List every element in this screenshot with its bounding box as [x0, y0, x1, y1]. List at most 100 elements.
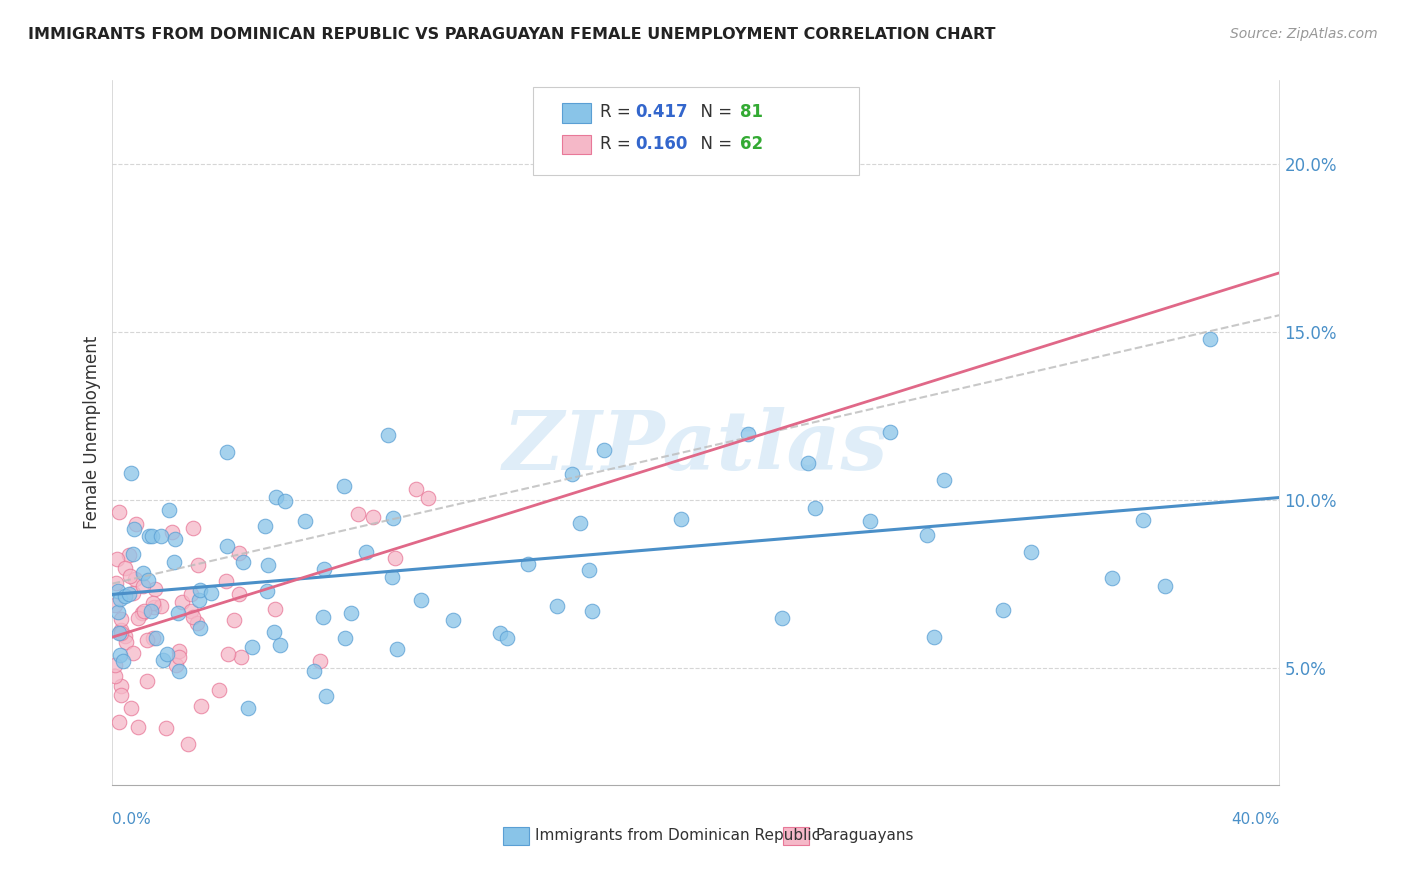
- Point: [232, 555, 254, 569]
- Point: [118, 549, 141, 563]
- Point: [120, 569, 142, 583]
- Point: [149, 529, 172, 543]
- Point: [107, 505, 129, 519]
- Point: [145, 631, 167, 645]
- Point: [122, 646, 145, 660]
- Point: [858, 514, 880, 528]
- Point: [1019, 545, 1042, 559]
- Point: [254, 519, 277, 533]
- Point: [569, 516, 592, 530]
- Point: [131, 578, 153, 592]
- Point: [737, 427, 759, 442]
- Point: [217, 647, 239, 661]
- FancyBboxPatch shape: [562, 103, 591, 122]
- Text: 0.0%: 0.0%: [112, 812, 152, 827]
- Point: [136, 632, 159, 647]
- Point: [177, 737, 200, 751]
- Point: [797, 456, 820, 470]
- Point: [120, 700, 142, 714]
- Point: [229, 649, 252, 664]
- Text: Immigrants from Dominican Republic: Immigrants from Dominican Republic: [534, 828, 820, 843]
- Point: [120, 466, 142, 480]
- Text: IMMIGRANTS FROM DOMINICAN REPUBLIC VS PARAGUAYAN FEMALE UNEMPLOYMENT CORRELATION: IMMIGRANTS FROM DOMINICAN REPUBLIC VS PA…: [28, 27, 995, 42]
- Point: [385, 641, 408, 656]
- Point: [136, 674, 159, 689]
- Point: [263, 601, 285, 615]
- Point: [496, 631, 519, 645]
- Point: [356, 545, 378, 559]
- Point: [105, 552, 128, 566]
- Point: [138, 528, 160, 542]
- Point: [141, 529, 163, 543]
- Point: [214, 574, 236, 588]
- Point: [180, 604, 202, 618]
- Point: [263, 625, 285, 640]
- Point: [339, 606, 361, 620]
- Point: [190, 698, 212, 713]
- Point: [162, 555, 184, 569]
- Text: Source: ZipAtlas.com: Source: ZipAtlas.com: [1230, 27, 1378, 41]
- Point: [167, 650, 190, 665]
- Point: [257, 558, 280, 573]
- Point: [1199, 332, 1222, 346]
- Point: [269, 638, 291, 652]
- Point: [108, 591, 131, 606]
- Point: [384, 551, 406, 566]
- Point: [114, 635, 136, 649]
- Point: [124, 572, 146, 586]
- Point: [139, 603, 162, 617]
- Point: [240, 640, 263, 654]
- Point: [108, 648, 131, 662]
- Point: [143, 599, 166, 614]
- Point: [312, 610, 335, 624]
- Point: [136, 573, 159, 587]
- Point: [118, 587, 141, 601]
- Point: [302, 664, 325, 678]
- Point: [274, 494, 297, 508]
- Point: [111, 654, 134, 668]
- Point: [143, 582, 166, 596]
- Point: [160, 525, 183, 540]
- Point: [804, 500, 827, 515]
- Point: [217, 539, 239, 553]
- Point: [166, 606, 188, 620]
- Point: [127, 719, 149, 733]
- Point: [578, 563, 600, 577]
- Point: [991, 603, 1014, 617]
- Point: [671, 511, 693, 525]
- Point: [409, 592, 432, 607]
- Point: [309, 654, 332, 668]
- Point: [165, 657, 187, 672]
- Point: [110, 679, 132, 693]
- Point: [1132, 513, 1154, 527]
- Point: [347, 507, 370, 521]
- Point: [922, 631, 945, 645]
- Point: [169, 664, 191, 678]
- Point: [132, 604, 155, 618]
- Point: [517, 558, 540, 572]
- Point: [187, 558, 209, 572]
- Point: [181, 521, 204, 535]
- Point: [152, 653, 174, 667]
- Point: [114, 589, 136, 603]
- Point: [150, 599, 173, 614]
- Point: [188, 593, 211, 607]
- Y-axis label: Female Unemployment: Female Unemployment: [83, 336, 101, 529]
- Point: [169, 644, 191, 658]
- FancyBboxPatch shape: [503, 827, 529, 845]
- Point: [107, 605, 129, 619]
- Point: [441, 613, 464, 627]
- Point: [157, 502, 180, 516]
- Point: [917, 528, 939, 542]
- FancyBboxPatch shape: [783, 827, 810, 845]
- Point: [110, 688, 132, 702]
- Point: [770, 611, 793, 625]
- FancyBboxPatch shape: [533, 87, 859, 176]
- Point: [131, 606, 153, 620]
- Point: [294, 514, 316, 528]
- Text: R =: R =: [600, 135, 637, 153]
- Point: [879, 425, 901, 439]
- Point: [188, 582, 211, 597]
- Point: [104, 598, 127, 612]
- Point: [121, 585, 143, 599]
